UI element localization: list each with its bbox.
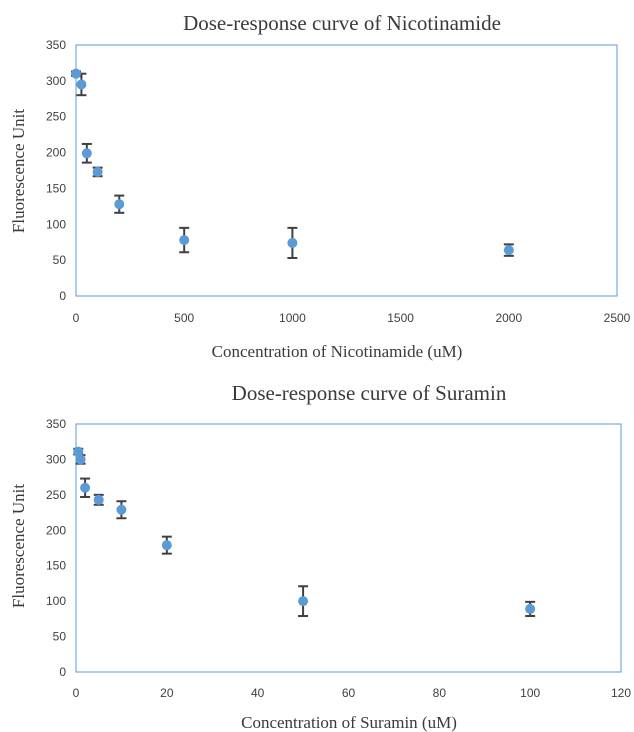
plot-frame: [75, 423, 622, 673]
y-tick-label: 0: [59, 289, 66, 303]
chart-title: Dose-response curve of Nicotinamide: [183, 11, 501, 35]
y-tick-label: 100: [46, 594, 66, 608]
x-tick-label: 100: [520, 686, 540, 700]
y-tick-label: 350: [46, 417, 66, 431]
x-tick-label: 0: [73, 311, 80, 325]
data-point: [114, 199, 125, 210]
x-tick-label: 0: [73, 686, 80, 700]
y-tick-label: 200: [46, 523, 66, 537]
x-axis-title: Concentration of Nicotinamide (uM): [212, 342, 463, 361]
data-point: [161, 540, 172, 551]
data-point: [179, 235, 190, 246]
y-tick-label: 0: [59, 665, 66, 679]
data-point: [73, 446, 84, 457]
data-point: [287, 237, 298, 248]
chart-panel-suramin: Dose-response curve of Suramin 0 50 100 150…: [0, 366, 634, 732]
y-tick-label: 350: [46, 38, 66, 52]
x-tick-label: 20: [160, 686, 174, 700]
y-tick-label: 50: [53, 630, 67, 644]
y-tick-labels: 0 50 100 150 200 250 300 350: [46, 417, 66, 679]
data-point: [75, 454, 86, 465]
data-point: [503, 245, 514, 256]
error-bars: [71, 70, 514, 259]
y-tick-label: 250: [46, 488, 66, 502]
error-bars: [73, 447, 536, 618]
x-tick-label: 120: [611, 686, 631, 700]
y-tick-label: 300: [46, 452, 66, 466]
x-tick-labels: 0 20 40 60 80 100 120: [73, 686, 632, 700]
x-tick-label: 40: [251, 686, 265, 700]
chart-nicotinamide: Dose-response curve of Nicotinamide 0 50 1…: [9, 11, 631, 361]
y-tick-label: 150: [46, 181, 66, 195]
x-tick-label: 2000: [495, 311, 522, 325]
y-axis-title: Fluorescence Unit: [9, 484, 28, 608]
plot-frame: [75, 44, 618, 297]
x-tick-label: 80: [433, 686, 447, 700]
y-tick-label: 150: [46, 559, 66, 573]
x-tick-label: 2500: [604, 311, 631, 325]
x-tick-label: 60: [342, 686, 356, 700]
data-point: [525, 603, 536, 614]
data-point: [116, 504, 127, 515]
data-point: [81, 148, 92, 159]
data-point: [92, 166, 103, 177]
y-tick-label: 250: [46, 110, 66, 124]
y-tick-label: 50: [53, 253, 67, 267]
y-tick-label: 300: [46, 74, 66, 88]
y-tick-label: 100: [46, 217, 66, 231]
chart-panel-nicotinamide: Dose-response curve of Nicotinamide 0 50 1…: [9, 11, 631, 361]
data-point: [76, 79, 87, 90]
y-tick-label: 200: [46, 146, 66, 160]
x-tick-label: 1500: [387, 311, 414, 325]
x-tick-label: 500: [174, 311, 194, 325]
y-tick-labels: 0 50 100 150 200 250 300 350: [46, 38, 66, 303]
data-points: [73, 446, 536, 614]
chart-title: Dose-response curve of Suramin: [232, 381, 507, 405]
x-tick-labels: 0 500 1000 1500 2000 2500: [73, 311, 631, 325]
data-point: [298, 596, 309, 607]
y-axis-title: Fluorescence Unit: [9, 109, 28, 233]
data-point: [80, 482, 91, 493]
data-points: [71, 68, 514, 256]
x-axis-title: Concentration of Suramin (uM): [241, 713, 457, 732]
data-point: [93, 494, 104, 505]
x-tick-label: 1000: [279, 311, 306, 325]
data-point: [71, 68, 81, 79]
chart-suramin: Dose-response curve of Suramin 0 50 100 150…: [9, 381, 632, 732]
